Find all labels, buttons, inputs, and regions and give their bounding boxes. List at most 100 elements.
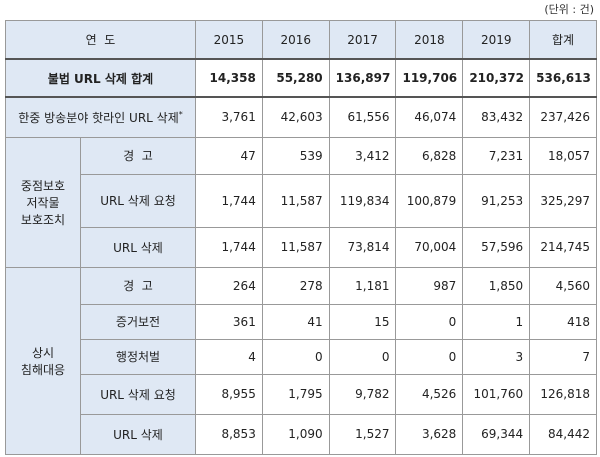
cell: 73,814 [328,226,397,268]
cell: 1 [462,303,531,340]
cell: 1,850 [462,266,531,305]
cell: 6,828 [395,136,464,175]
cell: 47 [195,136,263,175]
cell: 57,596 [462,226,531,268]
group-label-line: 중점보호 [20,178,66,193]
cell: 100,879 [395,173,464,228]
row-label-text: 한중 방송분야 핫라인 URL 삭제 [18,110,179,125]
cell: 210,372 [462,58,531,98]
cell: 4 [195,338,263,375]
row-label: URL 삭제 [80,413,196,455]
data-row: 증거보전 361 41 15 0 1 418 [6,303,597,340]
cell: 3,412 [328,136,397,175]
cell: 8,955 [195,373,263,415]
cell: 1,527 [328,413,397,455]
cell: 278 [261,266,330,305]
data-row: URL 삭제 1,744 11,587 73,814 70,004 57,596 214,7… [6,226,597,268]
header-cell: 2017 [328,20,397,60]
cell: 83,432 [462,96,531,138]
row-label: 불법 URL 삭제 합계 [5,58,196,98]
cell: 42,603 [261,96,330,138]
data-row: 중점보호 저작물 보호조치 경 고 47 539 3,412 6,828 7,231 18,057 [5,136,597,268]
cell: 14,358 [195,58,263,98]
header-row: 연 도 2015 2016 2017 2018 2019 합계 [5,20,597,60]
total-row: 불법 URL 삭제 합계 14,358 55,280 136,897 119,706 21… [5,58,597,98]
header-cell: 2018 [395,20,464,60]
cell: 325,297 [529,173,597,228]
cell: 55,280 [261,58,330,98]
cell: 41 [261,303,330,340]
cell: 8,853 [195,413,263,455]
cell: 119,834 [328,173,397,228]
cell: 536,613 [529,58,597,98]
cell: 0 [261,338,330,375]
cell: 70,004 [395,226,464,268]
cell: 15 [328,303,397,340]
row-label: 행정처벌 [80,338,196,375]
cell: 3,761 [195,96,263,138]
cell: 136,897 [328,58,397,98]
cell: 0 [328,338,397,375]
cell: 361 [195,303,263,340]
data-row: 행정처벌 4 0 0 0 3 7 [6,338,597,375]
cell: 418 [529,303,597,340]
hotline-row: 한중 방송분야 핫라인 URL 삭제* 3,761 42,603 61,556 46,0… [5,96,597,138]
cell: 0 [395,303,464,340]
cell: 3 [462,338,531,375]
row-label: URL 삭제 요청 [80,173,196,228]
cell: 539 [261,136,330,175]
cell: 11,587 [261,173,330,228]
cell: 91,253 [462,173,531,228]
data-row: 상시 침해대응 경 고 264 278 1,181 987 1,850 4,560 [5,266,597,455]
row-label: 경 고 [80,266,196,305]
group-label-line: 상시 [31,345,55,360]
cell: 1,744 [195,226,263,268]
group-label-line: 보호조치 [20,212,66,227]
header-cell: 2019 [462,20,531,60]
footnote-mark: * [178,109,183,119]
cell: 46,074 [395,96,464,138]
row-label: URL 삭제 [80,226,196,268]
cell: 69,344 [462,413,531,455]
cell: 214,745 [529,226,597,268]
cell: 1,090 [261,413,330,455]
cell: 1,181 [328,266,397,305]
data-row: URL 삭제 요청 1,744 11,587 119,834 100,879 91,253… [6,173,597,228]
cell: 18,057 [529,136,597,175]
cell: 4,526 [395,373,464,415]
header-cell: 2015 [195,20,263,60]
group-label-line: 침해대응 [20,362,66,377]
cell: 7 [529,338,597,375]
row-label: 증거보전 [80,303,196,340]
row-label: 경 고 [80,136,196,175]
cell: 84,442 [529,413,597,455]
cell: 4,560 [529,266,597,305]
cell: 9,782 [328,373,397,415]
cell: 3,628 [395,413,464,455]
cell: 61,556 [328,96,397,138]
cell: 237,426 [529,96,597,138]
data-row: URL 삭제 요청 8,955 1,795 9,782 4,526 101,760 126,… [6,373,597,415]
cell: 264 [195,266,263,305]
data-table: 연 도 2015 2016 2017 2018 2019 합계 불법 URL 삭제 합계 14,… [5,20,597,455]
row-label: URL 삭제 요청 [80,373,196,415]
cell: 119,706 [395,58,464,98]
cell: 11,587 [261,226,330,268]
header-cell: 합계 [529,20,597,60]
cell: 126,818 [529,373,597,415]
cell: 0 [395,338,464,375]
header-cell: 연 도 [5,20,196,60]
header-cell: 2016 [261,20,330,60]
row-label: 한중 방송분야 핫라인 URL 삭제* [5,96,196,138]
data-row: URL 삭제 8,853 1,090 1,527 3,628 69,344 84,442 [6,413,597,455]
cell: 101,760 [462,373,531,415]
unit-label: (단위 : 건) [544,3,594,16]
cell: 987 [395,266,464,305]
group-label-line: 저작물 [26,195,60,210]
cell: 7,231 [462,136,531,175]
cell: 1,744 [195,173,263,228]
cell: 1,795 [261,373,330,415]
